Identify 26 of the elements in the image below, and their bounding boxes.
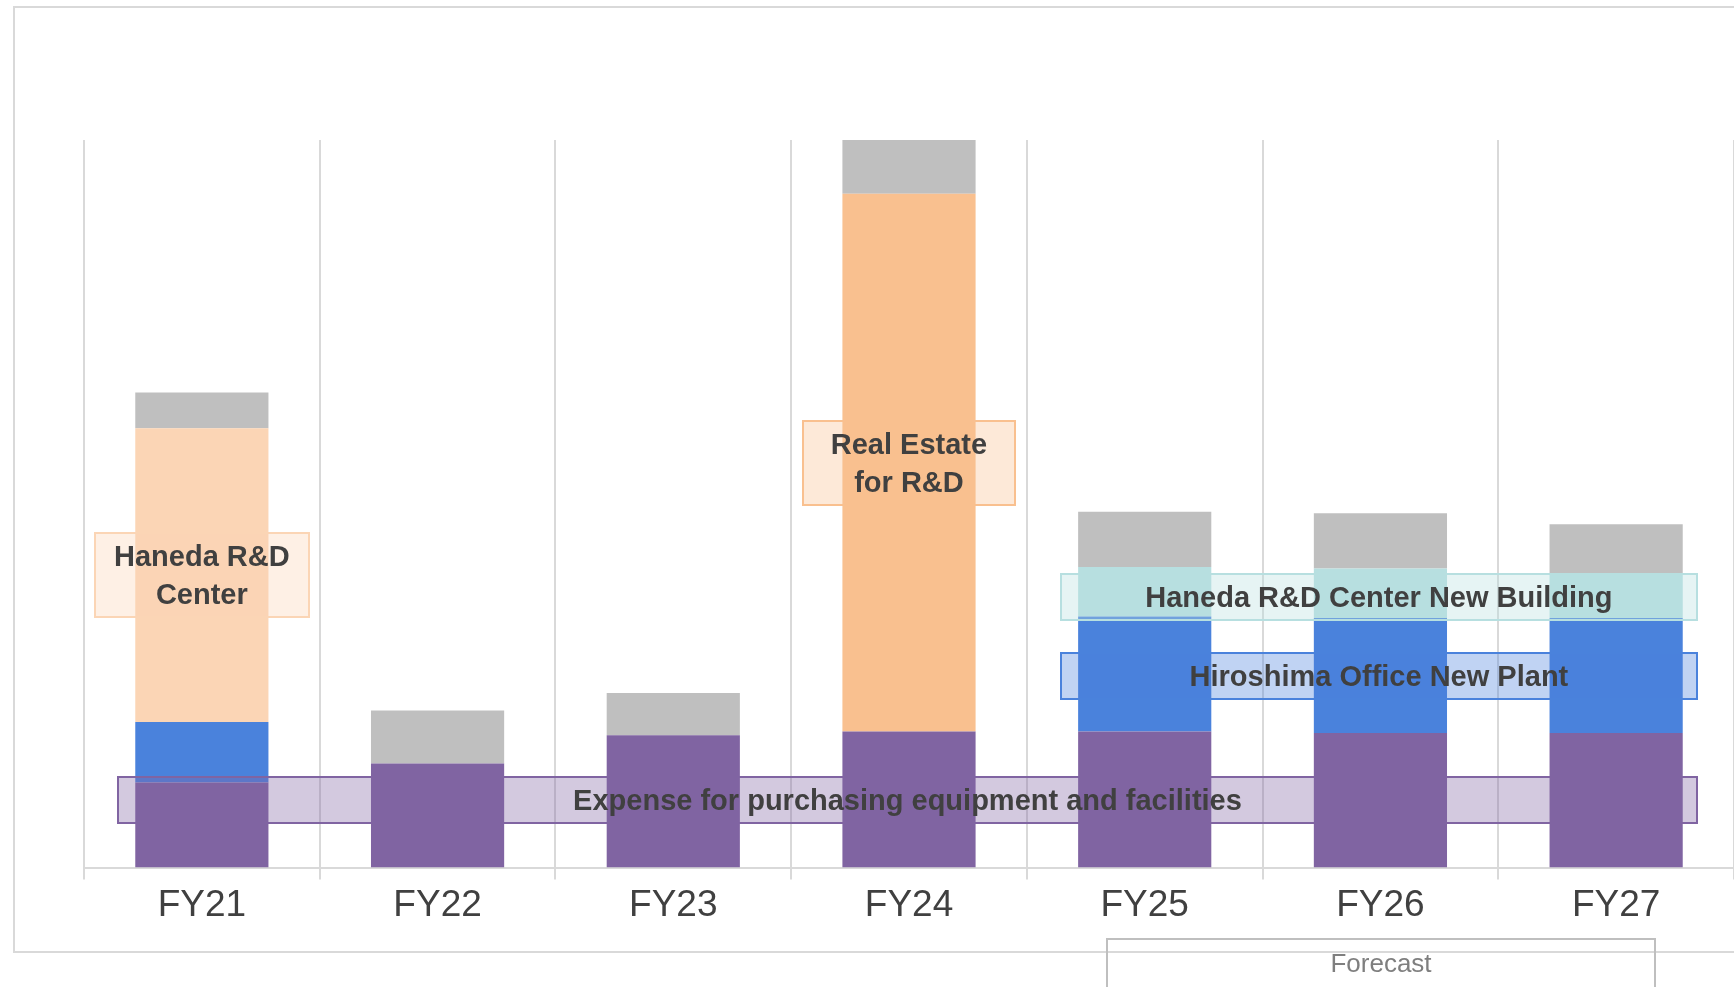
bar [1078, 511, 1212, 568]
bar [135, 392, 269, 429]
bar [842, 140, 976, 194]
x-tick-label: FY26 [1336, 883, 1425, 924]
bar [370, 710, 505, 764]
bar [135, 722, 269, 783]
bar [1549, 732, 1683, 868]
series-label: Real Estate for R&D [829, 426, 989, 500]
x-tick-label: FY27 [1571, 883, 1661, 924]
x-tick-label: FY25 [1100, 883, 1189, 924]
series-label: Haneda R&D Center [113, 539, 291, 613]
callout-box: Real Estate for R&D [802, 419, 1016, 506]
callout-box: Haneda R&D Center [94, 532, 310, 619]
x-tick-label: FY23 [629, 883, 718, 924]
bar [370, 763, 505, 868]
series-label: Haneda R&D Center New Building [1144, 579, 1614, 615]
bar [1549, 524, 1683, 576]
bar [1313, 513, 1448, 569]
bar [135, 782, 269, 868]
bar [606, 692, 740, 736]
x-tick-label: FY21 [157, 883, 247, 924]
text: Forecast [1329, 948, 1433, 979]
x-tick-label: FY22 [393, 883, 482, 924]
bar [1313, 732, 1448, 868]
x-tick-label: FY24 [864, 883, 954, 924]
callout-box: Haneda R&D Center New Building [1060, 572, 1698, 621]
